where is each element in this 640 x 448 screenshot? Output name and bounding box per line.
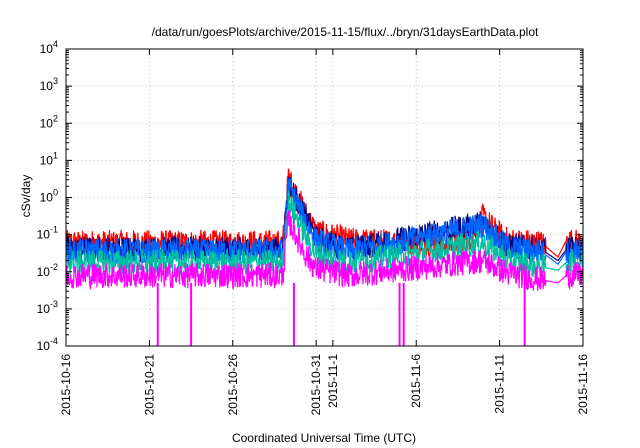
- x-tick-label: 2015-10-21: [142, 354, 156, 416]
- x-tick-label: 2015-11-1: [326, 354, 340, 408]
- y-tick-label-base: 10: [37, 265, 51, 279]
- y-tick-label: 10-3: [37, 299, 58, 316]
- y-tick-label: 101: [40, 150, 58, 167]
- x-tick-label: 2015-10-31: [309, 354, 323, 416]
- x-tick-label: 2015-11-11: [493, 354, 507, 414]
- series-group: [65, 167, 584, 346]
- chart-title: /data/run/goesPlots/archive/2015-11-15/f…: [152, 25, 539, 39]
- y-tick-label-base: 10: [40, 116, 54, 130]
- y-tick-label-base: 10: [40, 79, 54, 93]
- y-tick-label: 10-1: [37, 225, 58, 242]
- y-tick-label-base: 10: [40, 153, 54, 167]
- tick-marks: [65, 48, 584, 347]
- grid: [66, 49, 583, 346]
- y-tick-label-exponent: 0: [53, 188, 58, 198]
- y-tick-label-exponent: -4: [50, 336, 58, 346]
- y-tick-label: 104: [40, 39, 58, 56]
- y-tick-label-base: 10: [40, 191, 54, 205]
- y-tick-label: 10-4: [37, 336, 58, 353]
- y-tick-label-base: 10: [37, 339, 51, 353]
- y-tick-label-exponent: 1: [53, 150, 58, 160]
- x-tick-labels: 2015-10-16 2015-10-21 2015-10-26 2015-10-31…: [59, 354, 590, 416]
- y-tick-label-exponent: 4: [53, 39, 58, 49]
- series-line: [65, 190, 584, 279]
- y-tick-label-exponent: 2: [53, 113, 58, 123]
- y-tick-label: 100: [40, 188, 58, 205]
- y-tick-label: 103: [40, 76, 58, 93]
- x-tick-label: 2015-10-26: [226, 354, 240, 416]
- y-axis-label: cSv/day: [19, 175, 33, 218]
- y-tick-label-base: 10: [37, 302, 51, 316]
- y-tick-label-base: 10: [37, 228, 51, 242]
- x-tick-label: 2015-11-16: [576, 354, 590, 415]
- series-line: [65, 210, 584, 291]
- y-tick-label-exponent: 3: [53, 76, 58, 86]
- y-tick-label: 102: [40, 113, 58, 130]
- y-tick-label: 10-2: [37, 262, 58, 279]
- y-tick-label-exponent: -1: [50, 225, 58, 235]
- y-tick-label-base: 10: [40, 42, 54, 56]
- x-tick-label: 2015-10-16: [59, 354, 73, 416]
- x-tick-label: 2015-11-6: [409, 354, 423, 408]
- y-tick-label-exponent: -2: [50, 262, 58, 272]
- x-axis-label: Coordinated Universal Time (UTC): [232, 431, 416, 445]
- y-tick-label-exponent: -3: [50, 299, 58, 309]
